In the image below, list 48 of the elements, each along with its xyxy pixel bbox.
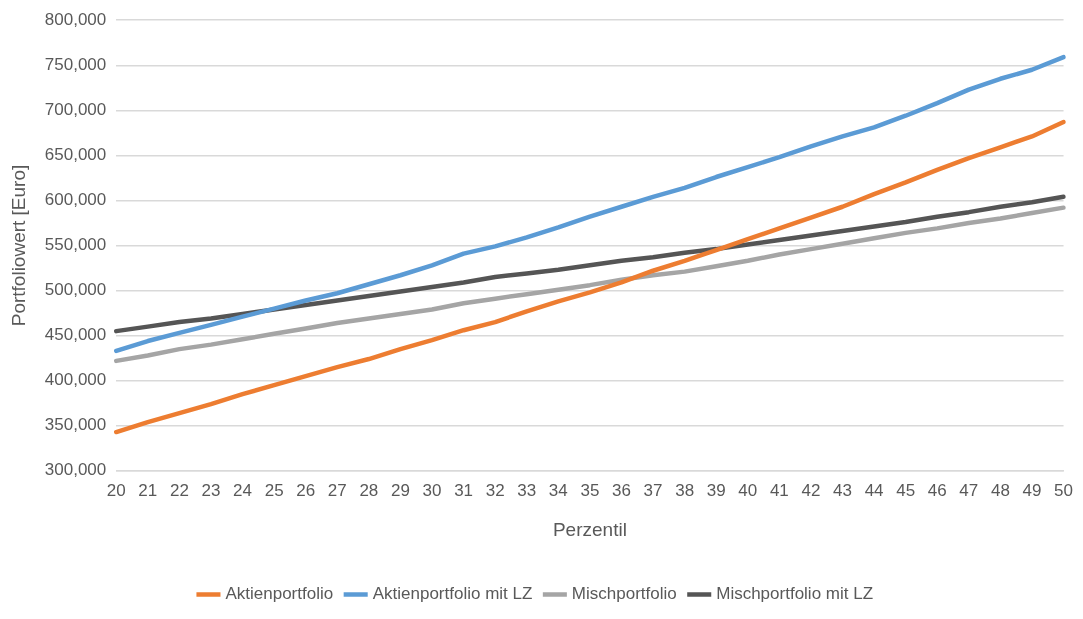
- legend-label: Mischportfolio: [571, 584, 677, 604]
- x-tick-label: 44: [864, 480, 884, 500]
- y-tick-label: 650,000: [44, 145, 107, 165]
- x-tick-label: 46: [927, 480, 947, 500]
- x-tick-label: 42: [801, 480, 821, 500]
- x-tick-label: 40: [738, 480, 758, 500]
- x-tick-label: 20: [106, 480, 126, 500]
- x-tick-label: 43: [833, 480, 852, 500]
- x-tick-label: 50: [1054, 480, 1074, 500]
- x-tick-label: 41: [769, 480, 789, 500]
- y-tick-label: 300,000: [44, 460, 107, 480]
- y-tick-label: 550,000: [44, 235, 107, 255]
- x-tick-label: 21: [138, 480, 158, 500]
- x-tick-label: 36: [612, 480, 631, 500]
- x-tick-label: 30: [422, 480, 442, 500]
- x-tick-label: 39: [706, 480, 726, 500]
- y-tick-label: 450,000: [44, 325, 107, 345]
- x-tick-label: 49: [1022, 480, 1042, 500]
- x-tick-label: 35: [580, 480, 600, 500]
- x-tick-label: 28: [359, 480, 379, 500]
- y-tick-label: 400,000: [44, 370, 107, 390]
- x-tick-label: 34: [548, 480, 568, 500]
- y-tick-label: 500,000: [44, 280, 107, 300]
- legend-label: Aktienportfolio: [225, 584, 334, 604]
- x-tick-label: 48: [990, 480, 1010, 500]
- y-tick-label: 700,000: [44, 100, 107, 120]
- x-tick-label: 22: [169, 480, 189, 500]
- x-axis-title: Perzentil: [552, 518, 627, 540]
- x-tick-label: 26: [296, 480, 316, 500]
- legend-label: Aktienportfolio mit LZ: [372, 584, 533, 604]
- y-tick-label: 800,000: [44, 9, 107, 29]
- x-tick-label: 23: [201, 480, 221, 500]
- x-tick-label: 37: [643, 480, 663, 500]
- y-tick-label: 600,000: [44, 190, 107, 210]
- x-tick-label: 29: [390, 480, 410, 500]
- legend-label: Mischportfolio mit LZ: [716, 584, 874, 604]
- y-tick-label: 750,000: [44, 54, 107, 74]
- x-tick-label: 33: [517, 480, 537, 500]
- x-tick-label: 27: [327, 480, 347, 500]
- x-tick-label: 31: [454, 480, 474, 500]
- x-tick-label: 47: [959, 480, 979, 500]
- y-tick-label: 350,000: [44, 415, 107, 435]
- x-tick-label: 38: [675, 480, 695, 500]
- x-tick-label: 24: [233, 480, 253, 500]
- x-tick-label: 32: [485, 480, 505, 500]
- y-axis-title: Portfoliowert [Euro]: [7, 164, 29, 327]
- x-tick-label: 25: [264, 480, 284, 500]
- x-tick-label: 45: [896, 480, 916, 500]
